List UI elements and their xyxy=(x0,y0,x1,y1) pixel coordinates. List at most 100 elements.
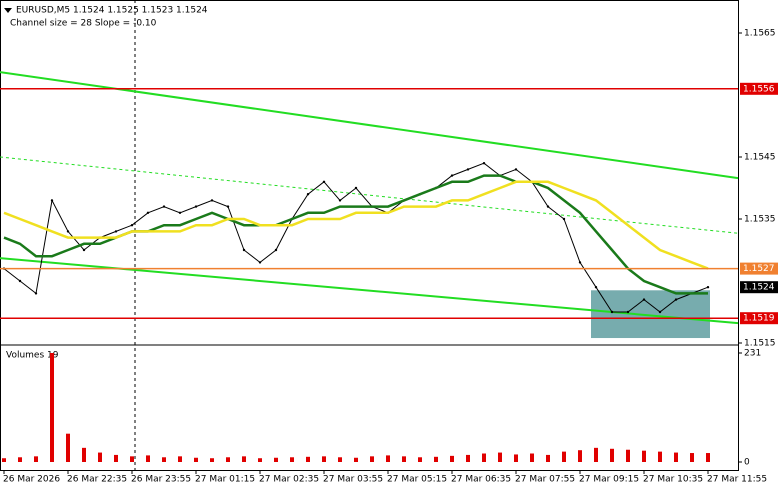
volume-bar xyxy=(514,454,518,462)
level-label: 1.1527 xyxy=(743,264,775,274)
volume-title: Volumes 19 xyxy=(6,351,59,361)
menu-arrow xyxy=(4,8,12,13)
volume-bar xyxy=(578,450,582,462)
x-tick-label: 27 Mar 06:35 xyxy=(451,475,511,485)
volume-bar xyxy=(34,456,38,462)
volume-bar xyxy=(658,451,662,462)
level-box xyxy=(740,281,778,294)
channel-line xyxy=(0,71,739,180)
volume-bar xyxy=(2,458,6,462)
volume-bar xyxy=(18,457,22,462)
price-point xyxy=(322,180,326,183)
y-tick-label: 1.1565 xyxy=(744,29,776,39)
price-point xyxy=(674,298,678,301)
price-point xyxy=(66,230,70,233)
volume-bar xyxy=(258,458,262,462)
volume-bar xyxy=(706,453,710,462)
price-point xyxy=(466,168,470,171)
x-tick-label: 27 Mar 09:15 xyxy=(579,475,639,485)
price-point xyxy=(210,199,214,202)
level-box xyxy=(740,82,778,95)
price-point xyxy=(194,205,198,208)
volume-tick-label: 231 xyxy=(744,349,761,359)
price-point xyxy=(626,310,630,314)
volume-bar xyxy=(210,458,214,462)
price-point xyxy=(162,205,166,208)
volume-bar xyxy=(690,453,694,462)
price-point xyxy=(242,248,246,252)
volume-bar xyxy=(98,452,102,462)
x-tick-label: 27 Mar 10:35 xyxy=(643,475,703,485)
volume-tick-label: 0 xyxy=(744,458,750,468)
price-point xyxy=(306,193,310,196)
volume-bar xyxy=(242,456,246,462)
x-tick-label: 27 Mar 02:35 xyxy=(259,475,319,485)
y-tick-label: 1.1545 xyxy=(744,153,776,163)
price-point xyxy=(706,286,710,289)
x-tick-label: 27 Mar 07:55 xyxy=(515,475,575,485)
volume-bar xyxy=(82,447,86,462)
x-tick-label: 26 Mar 22:35 xyxy=(67,475,127,485)
y-tick-label: 1.1515 xyxy=(744,339,776,349)
level-label: 1.1519 xyxy=(743,314,775,324)
volume-bar xyxy=(530,453,534,462)
plot-frame xyxy=(0,0,739,471)
volume-bar xyxy=(114,454,118,462)
volume-bar xyxy=(130,456,134,462)
x-tick-label: 27 Mar 03:55 xyxy=(323,475,383,485)
volume-bar xyxy=(674,452,678,462)
price-point xyxy=(226,205,230,208)
price-point xyxy=(258,261,262,264)
price-point xyxy=(114,230,118,233)
price-point xyxy=(642,298,646,301)
price-point xyxy=(34,292,38,295)
price-point xyxy=(130,224,134,227)
price-point xyxy=(658,310,662,314)
level-box xyxy=(740,312,778,325)
price-point xyxy=(482,162,486,165)
x-tick-label: 26 Mar 23:55 xyxy=(131,475,191,485)
price-point xyxy=(146,211,150,214)
volume-bar xyxy=(290,457,294,462)
volume-bar xyxy=(162,457,166,462)
volume-bar xyxy=(194,457,198,462)
price-point xyxy=(450,174,454,177)
volume-bar xyxy=(498,452,502,462)
price-point xyxy=(594,286,598,289)
x-tick-label: 27 Mar 05:15 xyxy=(387,475,447,485)
volume-bar xyxy=(402,456,406,462)
chart-title: EURUSD,M5 1.1524 1.1525 1.1523 1.1524 xyxy=(16,6,208,16)
volume-bar xyxy=(610,448,614,462)
price-point xyxy=(578,261,582,264)
volume-bar xyxy=(482,453,486,462)
volume-bar xyxy=(226,457,230,462)
price-point xyxy=(562,217,566,221)
level-box xyxy=(740,262,778,275)
volume-bar xyxy=(354,457,358,462)
price-point xyxy=(354,186,358,190)
volume-bar xyxy=(306,456,310,462)
volume-bar xyxy=(338,457,342,462)
price-point xyxy=(338,199,342,202)
x-tick-label: 27 Mar 11:55 xyxy=(707,475,767,485)
x-tick-label: 27 Mar 01:15 xyxy=(195,475,255,485)
price-point xyxy=(82,248,86,252)
volume-bar xyxy=(274,457,278,462)
price-point xyxy=(18,279,22,283)
volume-bar xyxy=(418,457,422,462)
volume-bar xyxy=(146,455,150,462)
channel-line xyxy=(0,156,739,234)
volume-bar xyxy=(386,455,390,462)
volume-bar xyxy=(50,353,54,462)
volume-bar xyxy=(562,451,566,462)
volume-bar xyxy=(626,449,630,462)
volume-bar xyxy=(322,456,326,462)
volume-bar xyxy=(466,454,470,462)
volume-bar xyxy=(450,455,454,462)
volume-bar xyxy=(546,454,550,462)
price-point xyxy=(274,248,278,252)
x-tick-label: 26 Mar 2026 xyxy=(3,475,60,485)
level-label: 1.1556 xyxy=(743,84,775,94)
volume-bar xyxy=(178,456,182,462)
volume-bar xyxy=(66,433,70,462)
